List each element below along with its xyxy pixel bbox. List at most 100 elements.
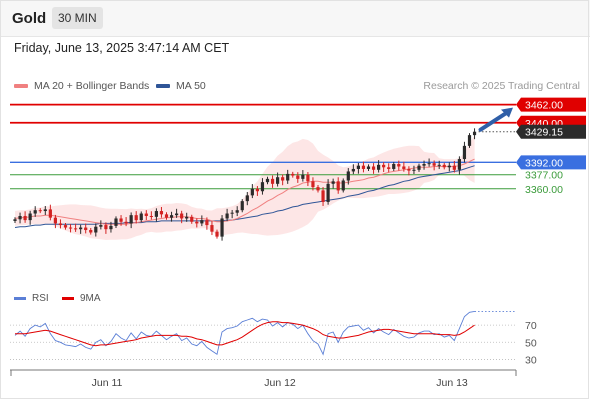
candle-body	[472, 131, 477, 136]
candle	[281, 174, 285, 186]
candle	[260, 178, 265, 195]
rsi-tick-label: 70	[525, 320, 537, 332]
candle-body	[321, 190, 325, 202]
candle	[296, 172, 300, 183]
candle-body	[331, 181, 335, 184]
candle-body	[84, 227, 88, 231]
research-credit: Research © 2025 Trading Central	[423, 80, 580, 92]
legend-9ma-label: 9MA	[80, 293, 101, 304]
candle	[276, 172, 280, 187]
legend-9ma: 9MA	[62, 293, 101, 304]
legend-ma20-label: MA 20 + Bollinger Bands	[34, 80, 150, 92]
candle-body	[74, 228, 78, 230]
candle	[467, 133, 472, 148]
candles	[13, 128, 477, 241]
candle	[200, 215, 204, 227]
candle	[235, 206, 239, 217]
price-tag	[516, 155, 586, 170]
candle-body	[164, 214, 169, 218]
chart-datetime: Friday, June 13, 2025 3:47:14 AM CET	[14, 41, 230, 55]
candle	[366, 164, 371, 172]
candle	[129, 212, 133, 229]
candle-body	[99, 225, 103, 227]
candle-body	[63, 225, 68, 228]
candle	[205, 217, 209, 230]
candle	[23, 211, 27, 223]
candle	[402, 161, 406, 172]
candle	[452, 160, 456, 173]
candle-body	[392, 164, 396, 169]
rsi-swatch	[14, 296, 26, 300]
candle	[306, 172, 310, 187]
legend-ma20: MA 20 + Bollinger Bands	[14, 80, 149, 92]
candle-body	[442, 164, 446, 168]
x-tick-label: Jun 11	[92, 377, 123, 389]
candle	[427, 158, 431, 167]
candle-body	[467, 135, 472, 146]
candle	[462, 141, 467, 163]
candle	[28, 210, 32, 225]
candle	[79, 224, 83, 234]
candle	[175, 208, 179, 218]
candle-body	[220, 218, 224, 237]
candle-body	[94, 226, 98, 233]
legend-ma50: MA 50	[156, 80, 206, 92]
candle-body	[169, 215, 174, 218]
candle-body	[134, 215, 138, 221]
candle-body	[402, 166, 406, 169]
candle	[48, 204, 52, 221]
price-tag	[516, 97, 586, 112]
candle-body	[124, 221, 128, 224]
candle-body	[422, 164, 426, 166]
candle	[144, 210, 148, 221]
candle-body	[114, 218, 118, 226]
candle-body	[437, 164, 441, 166]
candle-body	[265, 178, 270, 183]
legend-ma50-label: MA 50	[176, 80, 206, 92]
interval-button[interactable]: 30 MIN	[52, 7, 103, 29]
candle-body	[230, 212, 234, 214]
candle-body	[53, 217, 57, 224]
candle	[417, 163, 421, 172]
ma20-swatch	[14, 84, 28, 89]
candle-body	[412, 169, 416, 171]
candle-body	[119, 218, 123, 222]
candle-body	[336, 181, 340, 191]
candle	[361, 161, 366, 173]
candle	[291, 171, 295, 178]
candle-body	[180, 213, 184, 219]
candle-body	[462, 145, 467, 160]
candle	[250, 184, 254, 199]
candle-body	[190, 216, 194, 222]
candle-body	[366, 166, 371, 169]
candle	[331, 178, 335, 189]
candle-body	[286, 173, 290, 181]
candle	[18, 212, 22, 224]
candle-body	[104, 225, 108, 230]
candle	[265, 176, 270, 185]
candle	[190, 214, 194, 224]
candle-body	[255, 188, 259, 192]
candle-body	[346, 171, 350, 181]
candle	[159, 206, 164, 218]
candle-body	[129, 215, 133, 224]
candle	[255, 186, 259, 196]
candle-body	[43, 209, 47, 212]
candle	[311, 177, 315, 191]
rsi-line	[14, 310, 475, 356]
candle	[472, 128, 477, 140]
candle-body	[356, 165, 360, 169]
candle	[321, 187, 325, 207]
legend-rsi-label: RSI	[32, 293, 49, 304]
price-label-3392.00: 3392.00	[516, 155, 586, 170]
candle-body	[377, 164, 381, 170]
candle	[442, 162, 446, 170]
candle	[346, 168, 350, 185]
candle	[437, 160, 441, 170]
candle	[371, 163, 376, 174]
candle-body	[276, 177, 280, 184]
price-tag-text: 3429.15	[525, 127, 563, 139]
rsi-tick-label: 30	[525, 354, 537, 366]
candle	[377, 160, 381, 173]
